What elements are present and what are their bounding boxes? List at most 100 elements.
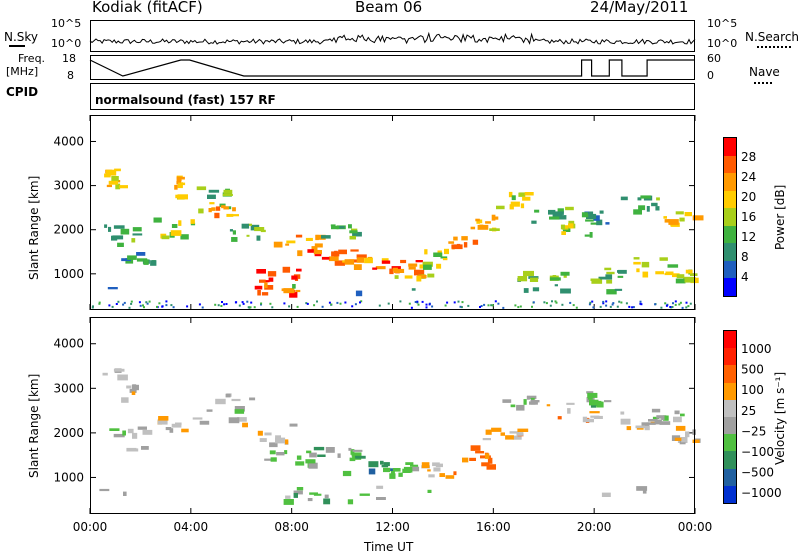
power-pixel [548,209,556,215]
velocity-colorbar-tick: 500 [741,363,764,377]
velocity-pixel [158,416,169,421]
velocity-pixel [368,468,376,475]
power-pixel [235,301,238,304]
power-pixel [393,268,405,273]
colorbar-swatch [724,173,736,191]
power-pixel [459,305,462,308]
power-pixel [98,301,101,304]
colorbar-swatch [724,331,736,349]
velocity-pixel [405,462,414,465]
velocity-pixel [127,428,134,434]
y-tick-label: 4000 [53,134,84,148]
power-pixel [132,233,143,236]
velocity-pixel [685,431,690,438]
velocity-pixel [215,398,226,405]
colorbar-swatch [724,485,736,503]
power-pixel [552,275,557,279]
power-pixel [460,306,463,309]
power-pixel [565,206,574,211]
velocity-pixel [659,421,671,425]
noise-left-legend-line [9,45,25,47]
power-pixel [685,306,688,309]
colorbar-swatch [724,348,736,366]
power-pixel [136,258,148,262]
velocity-pixel [435,463,443,468]
colorbar-swatch [724,243,736,261]
power-pixel [172,306,175,309]
power-pixel [606,289,617,295]
power-pixel [453,301,456,304]
power-pixel [356,257,364,263]
power-pixel [177,194,188,200]
power-pixel [139,304,142,307]
velocity-pixel [475,451,485,454]
power-pixel [655,206,660,211]
power-pixel [654,303,657,306]
velocity-pixel [636,486,648,491]
power-pixel [328,301,331,304]
power-pixel [241,223,250,229]
velocity-pixel [470,445,481,451]
power-pixel [457,300,460,303]
power-pixel [283,302,286,305]
power-pixel [353,264,362,270]
power-pixel [685,301,688,304]
power-pixel [446,301,449,304]
power-pixel [305,302,308,305]
velocity-pixel [264,458,273,461]
power-pixel [461,301,464,304]
power-pixel [611,303,614,306]
power-pixel [545,302,548,305]
power-pixel [292,284,296,289]
power-pixel [572,304,575,307]
power-pixel [186,305,189,308]
noise-right-legend-dots [757,46,791,48]
velocity-pixel [652,416,659,419]
velocity-colorbar [723,330,737,504]
velocity-pixel [412,466,420,472]
power-pixel [496,205,505,210]
power-pixel [461,236,468,241]
velocity-pixel [117,374,128,381]
power-pixel [283,288,295,294]
power-pixel [428,303,431,306]
velocity-pixel [113,433,125,438]
velocity-pixel [485,429,492,435]
power-pixel [307,249,314,253]
velocity-pixel [517,428,529,432]
power-pixel [591,300,594,303]
velocity-pixel [642,489,647,494]
power-pixel [646,206,650,212]
power-pixel [114,168,121,172]
velocity-pixel [141,446,149,450]
power-pixel [560,224,565,230]
power-pixel [247,306,250,309]
power-pixel [543,301,546,304]
power-pixel [311,246,318,251]
power-pixel [354,303,357,306]
power-pixel [250,301,253,304]
power-pixel [523,270,534,277]
power-pixel [223,189,233,194]
power-pixel [422,261,433,267]
power-pixel [478,219,483,224]
x-tick-label: 00:00 [678,520,713,534]
power-pixel [679,217,685,222]
velocity-pixel [641,422,650,427]
velocity-pixel [509,431,519,434]
x-axis-title: Time UT [364,540,414,554]
power-pixel [282,266,291,273]
colorbar-swatch [724,399,736,417]
power-pixel [253,306,256,309]
power-pixel [174,184,178,190]
power-pixel [584,234,590,237]
velocity-pixel [427,489,432,493]
freq-tick-18: 18 [62,52,76,65]
power-pixel [479,224,484,230]
power-pixel [176,176,182,182]
power-pixel [158,302,161,305]
power-pixel [142,304,144,307]
power-pixel [440,256,448,259]
noise-right-tick-top: 10^5 [707,17,738,30]
power-pixel [349,230,358,234]
